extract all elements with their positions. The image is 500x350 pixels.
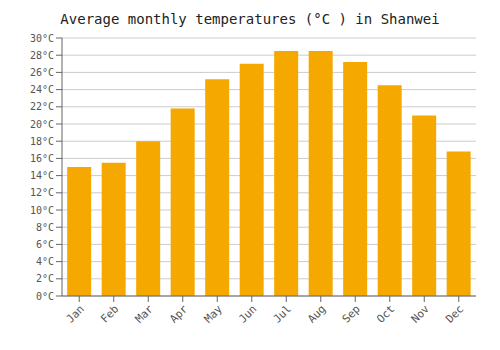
svg-text:Jun: Jun — [236, 302, 259, 325]
svg-text:Jul: Jul — [271, 302, 294, 325]
svg-text:16°C: 16°C — [30, 153, 54, 164]
svg-text:Apr: Apr — [167, 302, 191, 326]
svg-text:Feb: Feb — [98, 302, 121, 325]
svg-text:26°C: 26°C — [30, 67, 54, 78]
svg-text:Jan: Jan — [64, 302, 87, 325]
svg-text:2°C: 2°C — [36, 273, 54, 284]
svg-text:8°C: 8°C — [36, 222, 54, 233]
svg-text:Sep: Sep — [340, 302, 363, 325]
svg-text:May: May — [202, 302, 226, 326]
svg-text:28°C: 28°C — [30, 50, 54, 61]
svg-text:Dec: Dec — [443, 302, 466, 325]
svg-text:Mar: Mar — [133, 302, 157, 326]
html-text:Average monthly temperatures (: Average monthly temperatures (°C ) in Sh… — [60, 11, 440, 27]
svg-text:22°C: 22°C — [30, 101, 54, 112]
svg-text:Oct: Oct — [374, 302, 397, 325]
svg-text:Aug: Aug — [305, 302, 328, 325]
svg-text:18°C: 18°C — [30, 136, 54, 147]
svg-text:20°C: 20°C — [30, 119, 54, 130]
svg-text:14°C: 14°C — [30, 170, 54, 181]
svg-text:0°C: 0°C — [36, 291, 54, 302]
svg-text:10°C: 10°C — [30, 205, 54, 216]
svg-text:6°C: 6°C — [36, 239, 54, 250]
svg-text:4°C: 4°C — [36, 256, 54, 267]
svg-text:Nov: Nov — [409, 302, 433, 326]
svg-text:24°C: 24°C — [30, 84, 54, 95]
svg-text:30°C: 30°C — [30, 33, 54, 44]
svg-text:12°C: 12°C — [30, 187, 54, 198]
